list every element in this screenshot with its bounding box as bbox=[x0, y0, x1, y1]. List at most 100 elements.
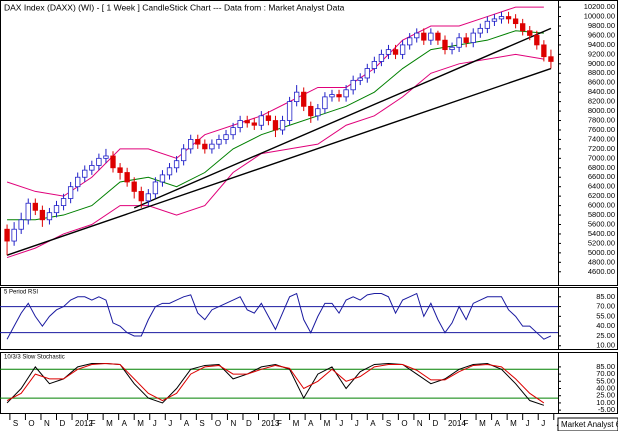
candle-body bbox=[477, 27, 483, 34]
candle-body bbox=[301, 91, 307, 107]
candle-body bbox=[230, 127, 236, 136]
y-tick-label: 4800.00 bbox=[588, 257, 615, 266]
candle-body bbox=[202, 143, 208, 150]
candle-body bbox=[463, 37, 469, 43]
y-tick-label: 6400.00 bbox=[588, 182, 615, 191]
y-tick-label: 10.00 bbox=[596, 398, 615, 407]
x-tick-label: J bbox=[339, 419, 343, 428]
candle-body bbox=[428, 32, 434, 41]
y-tick-label: 7800.00 bbox=[588, 116, 615, 125]
x-tick-label: A bbox=[308, 419, 314, 428]
candle-body bbox=[414, 32, 420, 39]
candle-body bbox=[392, 49, 399, 55]
y-tick-label: 40.00 bbox=[596, 321, 615, 330]
y-tick-label: 9200.00 bbox=[588, 49, 615, 58]
candle-body bbox=[67, 186, 74, 199]
x-tick-label: O bbox=[28, 419, 34, 428]
y-tick-label: 9400.00 bbox=[588, 40, 615, 49]
candle-body bbox=[498, 16, 505, 20]
y-tick-label: 8800.00 bbox=[588, 68, 615, 77]
candle-body bbox=[456, 37, 462, 48]
y-tick-label: 9800.00 bbox=[588, 21, 615, 30]
candle-body bbox=[46, 212, 53, 221]
y-tick-label: 9600.00 bbox=[588, 30, 615, 39]
y-tick-label: 70.00 bbox=[596, 369, 615, 378]
axis-area bbox=[558, 0, 618, 286]
x-tick-label: M bbox=[324, 419, 331, 428]
candle-body bbox=[223, 134, 229, 140]
candle-body bbox=[491, 18, 498, 22]
y-tick-label: 5000.00 bbox=[588, 248, 615, 257]
candle-body bbox=[166, 167, 173, 176]
x-tick-label: J bbox=[541, 419, 545, 428]
y-tick-label: 6000.00 bbox=[588, 201, 615, 210]
x-tick-label: A bbox=[184, 419, 190, 428]
candle-body bbox=[315, 108, 321, 117]
y-tick-label: -5.00 bbox=[598, 405, 615, 414]
candle-body bbox=[60, 198, 67, 206]
y-tick-label: 7600.00 bbox=[588, 125, 615, 134]
x-tick-label: N bbox=[417, 419, 423, 428]
x-tick-label: D bbox=[432, 419, 438, 428]
x-tick-label: O bbox=[401, 419, 407, 428]
y-tick-label: 4600.00 bbox=[588, 267, 615, 276]
candle-body bbox=[527, 30, 533, 36]
candle-body bbox=[188, 139, 194, 150]
candle-body bbox=[195, 139, 201, 145]
x-tick-label: F bbox=[277, 419, 282, 428]
y-tick-label: 25.00 bbox=[596, 331, 615, 340]
candle-body bbox=[251, 122, 257, 126]
x-tick-label: 2013 bbox=[262, 419, 280, 428]
x-tick-label: S bbox=[386, 419, 391, 428]
candle-body bbox=[145, 193, 151, 202]
candle-body bbox=[159, 174, 166, 183]
candle-body bbox=[336, 94, 342, 98]
x-tick-label: 2012 bbox=[75, 419, 93, 428]
x-tick-label: A bbox=[122, 419, 128, 428]
trendline bbox=[133, 27, 552, 209]
candle-body bbox=[470, 32, 476, 43]
x-tick-label: F bbox=[91, 419, 96, 428]
candle-body bbox=[407, 37, 413, 46]
candle-body bbox=[89, 165, 95, 171]
y-tick-label: 25.00 bbox=[596, 391, 615, 400]
candle-body bbox=[385, 49, 392, 55]
candle-body bbox=[329, 94, 335, 98]
bollinger-lower bbox=[6, 53, 544, 259]
candle-body bbox=[293, 91, 300, 103]
x-tick-label: J bbox=[168, 419, 172, 428]
candle-body bbox=[131, 181, 137, 192]
x-tick-label: J bbox=[153, 419, 157, 428]
candle-body bbox=[378, 53, 385, 62]
candle-body bbox=[39, 209, 46, 221]
candle-body bbox=[209, 143, 215, 150]
candle-body bbox=[449, 46, 455, 51]
candle-body bbox=[399, 44, 406, 55]
candle-body bbox=[32, 202, 38, 211]
candle-body bbox=[272, 120, 279, 131]
candle-body bbox=[265, 115, 272, 121]
candle-body bbox=[96, 157, 102, 166]
candle-body bbox=[484, 20, 491, 29]
candle-body bbox=[138, 191, 144, 202]
y-tick-label: 85.00 bbox=[596, 362, 615, 371]
candle-body bbox=[442, 39, 448, 51]
footer-box bbox=[557, 417, 618, 431]
rsi-title: 5 Period RSI bbox=[4, 290, 38, 296]
candle-body bbox=[216, 139, 222, 145]
candle-body bbox=[435, 32, 441, 41]
x-tick-label: S bbox=[199, 419, 204, 428]
rsi-line bbox=[6, 292, 552, 340]
x-tick-label: F bbox=[464, 419, 469, 428]
candle-body bbox=[421, 32, 427, 41]
y-tick-label: 10200.00 bbox=[584, 2, 615, 11]
candle-body bbox=[258, 115, 265, 126]
bollinger-upper bbox=[6, 6, 544, 197]
candle-body bbox=[371, 61, 378, 69]
candle-body bbox=[364, 68, 370, 79]
axis-area bbox=[558, 352, 618, 414]
chart-title: DAX Index (DAXX) (WI) - [ 1 Week ] Candl… bbox=[4, 2, 345, 12]
candle-body bbox=[322, 96, 328, 110]
x-tick-label: N bbox=[44, 419, 50, 428]
